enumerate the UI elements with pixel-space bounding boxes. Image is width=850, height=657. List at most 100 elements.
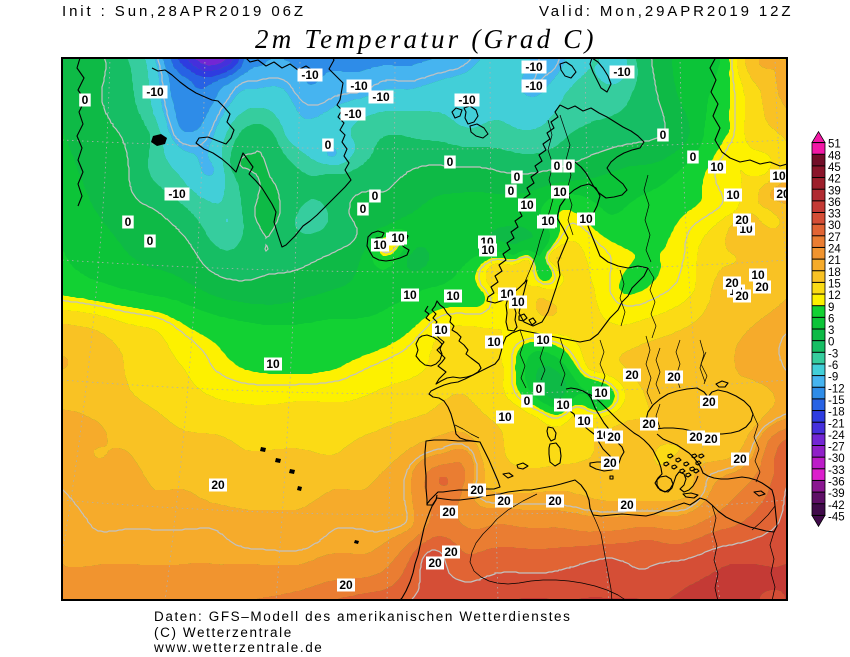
svg-text:20: 20	[735, 213, 749, 227]
svg-text:20: 20	[428, 556, 442, 570]
svg-text:20: 20	[725, 276, 739, 290]
svg-text:0: 0	[514, 170, 521, 184]
svg-text:0: 0	[524, 394, 531, 408]
svg-text:45: 45	[828, 162, 841, 174]
svg-text:51: 51	[828, 139, 841, 151]
svg-text:20: 20	[667, 370, 681, 384]
svg-text:-39: -39	[828, 488, 845, 500]
svg-text:-6: -6	[828, 360, 838, 372]
svg-text:20: 20	[735, 289, 749, 303]
svg-text:-10: -10	[301, 68, 319, 82]
svg-text:10: 10	[511, 295, 525, 309]
svg-text:15: 15	[828, 279, 841, 291]
svg-text:-27: -27	[828, 442, 845, 454]
svg-text:0: 0	[372, 189, 379, 203]
svg-text:10: 10	[266, 357, 280, 371]
svg-text:Daten: GFS–Modell des amerikan: Daten: GFS–Modell des amerikanischen Wet…	[154, 609, 572, 624]
svg-text:Init : Sun,28APR2019 06Z: Init : Sun,28APR2019 06Z	[62, 3, 306, 20]
svg-text:10: 10	[520, 198, 534, 212]
svg-text:0: 0	[566, 159, 573, 173]
svg-text:-42: -42	[828, 500, 845, 512]
svg-text:10: 10	[403, 288, 417, 302]
svg-text:-3: -3	[828, 348, 838, 360]
svg-text:-9: -9	[828, 372, 838, 384]
svg-text:20: 20	[548, 494, 562, 508]
svg-text:20: 20	[733, 452, 747, 466]
svg-text:20: 20	[704, 432, 718, 446]
svg-text:-30: -30	[828, 453, 845, 465]
svg-text:10: 10	[487, 335, 501, 349]
svg-text:10: 10	[541, 214, 555, 228]
svg-text:10: 10	[710, 160, 724, 174]
svg-text:-15: -15	[828, 395, 845, 407]
svg-text:10: 10	[577, 414, 591, 428]
svg-text:36: 36	[828, 197, 841, 209]
svg-text:-33: -33	[828, 465, 845, 477]
svg-text:-12: -12	[828, 383, 845, 395]
svg-text:20: 20	[625, 368, 639, 382]
svg-text:20: 20	[620, 498, 634, 512]
svg-text:-10: -10	[350, 79, 368, 93]
svg-text:www.wetterzentrale.de: www.wetterzentrale.de	[153, 640, 323, 655]
svg-text:0: 0	[508, 184, 515, 198]
svg-text:0: 0	[147, 234, 154, 248]
svg-text:0: 0	[536, 382, 543, 396]
svg-text:10: 10	[772, 169, 786, 183]
svg-text:-18: -18	[828, 407, 845, 419]
svg-text:10: 10	[553, 185, 567, 199]
svg-text:10: 10	[556, 398, 570, 412]
svg-text:-10: -10	[344, 107, 362, 121]
svg-text:12: 12	[828, 290, 841, 302]
svg-text:20: 20	[642, 417, 656, 431]
svg-text:27: 27	[828, 232, 841, 244]
svg-text:24: 24	[828, 244, 841, 256]
svg-text:0: 0	[325, 138, 332, 152]
svg-text:0: 0	[828, 337, 834, 349]
svg-text:0: 0	[447, 155, 454, 169]
svg-text:20: 20	[607, 430, 621, 444]
svg-text:21: 21	[828, 255, 841, 267]
svg-text:30: 30	[828, 220, 841, 232]
svg-text:10: 10	[481, 243, 495, 257]
svg-text:-24: -24	[828, 430, 845, 442]
svg-text:-10: -10	[458, 93, 476, 107]
svg-text:10: 10	[594, 386, 608, 400]
svg-text:-10: -10	[613, 65, 631, 79]
svg-text:-10: -10	[168, 187, 186, 201]
svg-text:20: 20	[755, 280, 769, 294]
svg-text:18: 18	[828, 267, 841, 279]
svg-text:10: 10	[434, 323, 448, 337]
svg-text:-10: -10	[146, 85, 164, 99]
svg-text:3: 3	[828, 325, 834, 337]
svg-text:20: 20	[339, 578, 353, 592]
svg-text:Valid: Mon,29APR2019 12Z: Valid: Mon,29APR2019 12Z	[539, 3, 793, 20]
svg-text:9: 9	[828, 302, 834, 314]
svg-text:20: 20	[470, 483, 484, 497]
svg-text:20: 20	[211, 478, 225, 492]
svg-text:0: 0	[125, 215, 132, 229]
svg-text:10: 10	[498, 410, 512, 424]
svg-text:0: 0	[690, 150, 697, 164]
svg-text:10: 10	[579, 212, 593, 226]
svg-text:-10: -10	[525, 60, 543, 74]
svg-text:10: 10	[751, 268, 765, 282]
svg-text:-21: -21	[828, 418, 845, 430]
svg-text:0: 0	[660, 128, 667, 142]
svg-text:10: 10	[391, 231, 405, 245]
svg-text:10: 10	[373, 238, 387, 252]
svg-text:6: 6	[828, 313, 834, 325]
svg-text:20: 20	[702, 395, 716, 409]
svg-text:10: 10	[726, 188, 740, 202]
svg-text:-10: -10	[525, 79, 543, 93]
svg-text:48: 48	[828, 150, 841, 162]
svg-text:20: 20	[689, 430, 703, 444]
svg-text:10: 10	[446, 289, 460, 303]
svg-text:0: 0	[360, 202, 367, 216]
svg-text:-10: -10	[372, 90, 390, 104]
svg-text:10: 10	[536, 333, 550, 347]
svg-text:39: 39	[828, 185, 841, 197]
svg-text:20: 20	[444, 545, 458, 559]
svg-text:(C) Wetterzentrale: (C) Wetterzentrale	[154, 625, 293, 640]
svg-text:20: 20	[497, 494, 511, 508]
svg-text:20: 20	[776, 187, 790, 201]
